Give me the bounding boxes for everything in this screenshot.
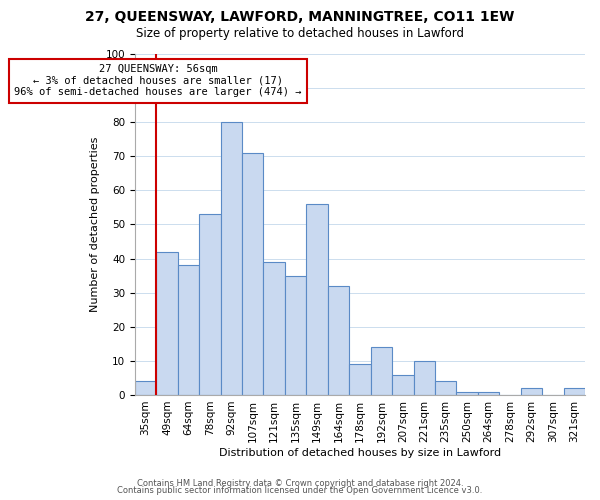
Y-axis label: Number of detached properties: Number of detached properties (90, 137, 100, 312)
Bar (371, 347, 392, 395)
Text: Contains public sector information licensed under the Open Government Licence v3: Contains public sector information licen… (118, 486, 482, 495)
Text: 27 QUEENSWAY: 56sqm
← 3% of detached houses are smaller (17)
96% of semi-detache: 27 QUEENSWAY: 56sqm ← 3% of detached hou… (14, 64, 302, 98)
Bar (135, 382, 156, 395)
Text: 27, QUEENSWAY, LAWFORD, MANNINGTREE, CO11 1EW: 27, QUEENSWAY, LAWFORD, MANNINGTREE, CO1… (85, 10, 515, 24)
Bar (392, 374, 413, 395)
Bar (178, 266, 199, 395)
Bar (242, 153, 263, 395)
Bar (221, 122, 242, 395)
Bar (435, 382, 457, 395)
Bar (328, 286, 349, 395)
Bar (349, 364, 371, 395)
Bar (307, 204, 328, 395)
Bar (263, 262, 285, 395)
Text: Contains HM Land Registry data © Crown copyright and database right 2024.: Contains HM Land Registry data © Crown c… (137, 478, 463, 488)
Bar (521, 388, 542, 395)
Bar (478, 392, 499, 395)
Bar (156, 252, 178, 395)
Bar (199, 214, 221, 395)
Bar (563, 388, 585, 395)
Bar (285, 276, 307, 395)
Text: Size of property relative to detached houses in Lawford: Size of property relative to detached ho… (136, 28, 464, 40)
X-axis label: Distribution of detached houses by size in Lawford: Distribution of detached houses by size … (219, 448, 501, 458)
Bar (413, 361, 435, 395)
Bar (457, 392, 478, 395)
